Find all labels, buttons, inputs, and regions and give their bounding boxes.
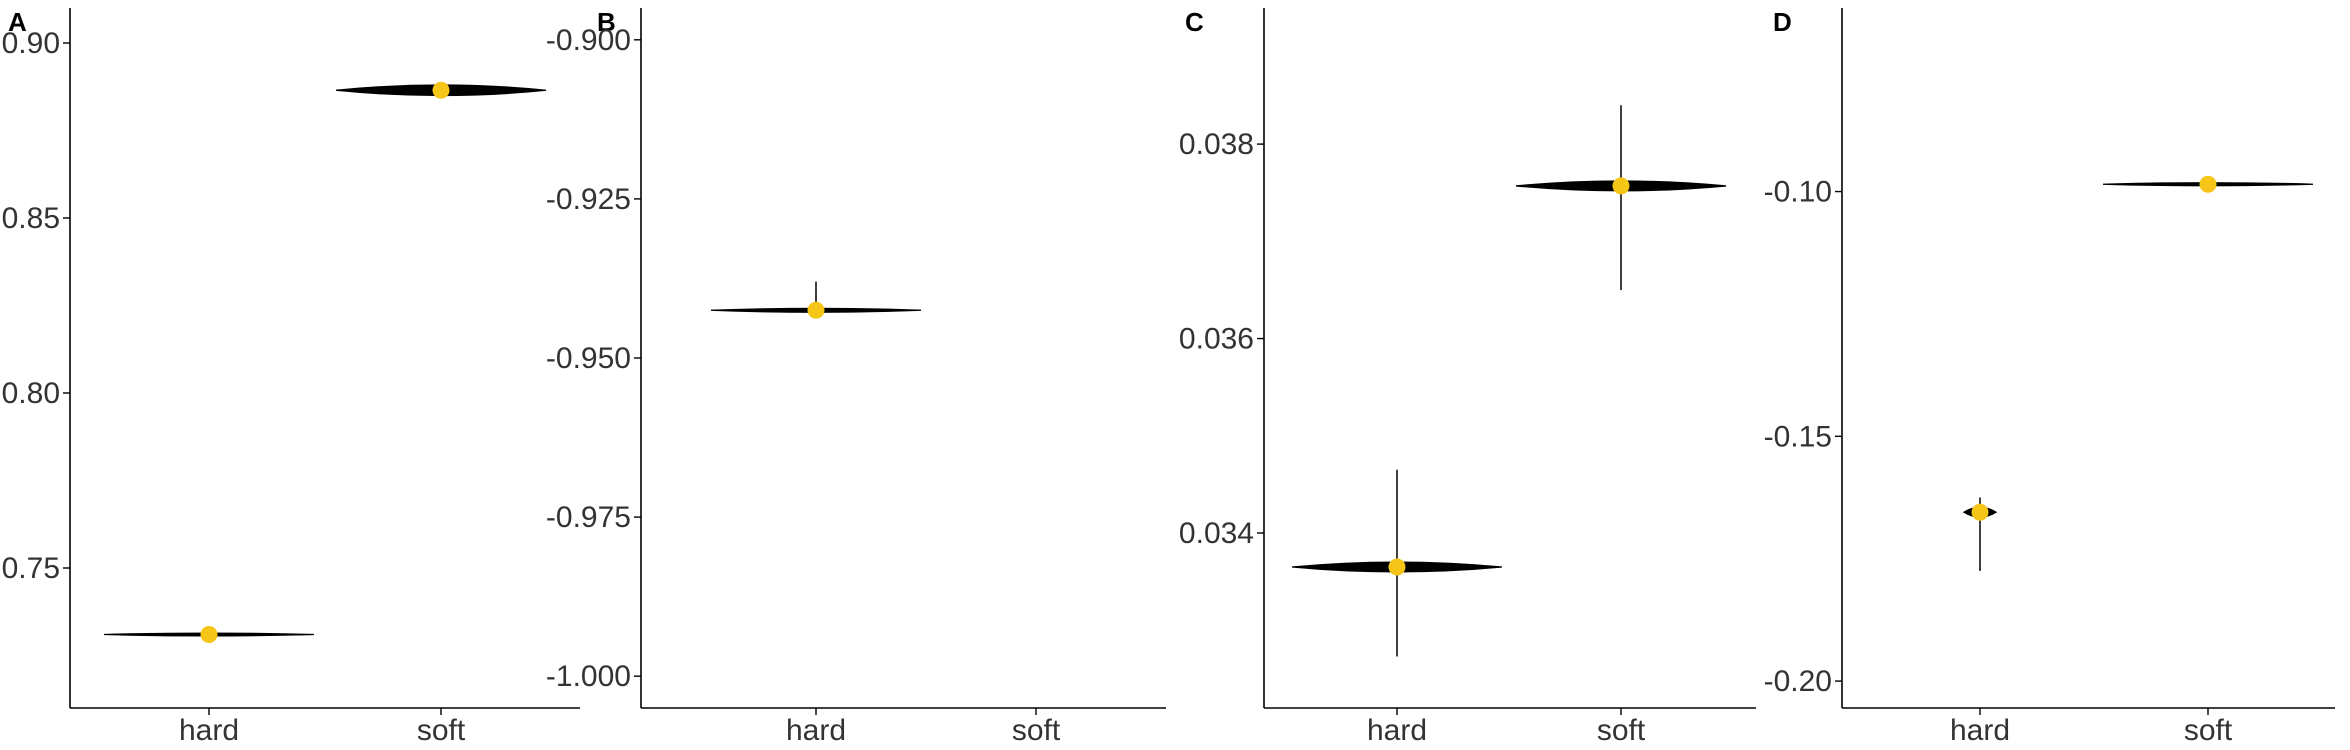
y-tick-label: -1.000 <box>546 660 631 693</box>
y-tick-label: -0.15 <box>1764 420 1832 453</box>
y-tick-label: -0.975 <box>546 501 631 534</box>
panel-letter: A <box>8 7 27 37</box>
y-tick-label: -0.900 <box>546 24 631 57</box>
x-tick-label-soft: soft <box>1597 714 1646 747</box>
mean-point-soft <box>2199 175 2217 193</box>
x-tick-label-soft: soft <box>1012 714 1061 747</box>
y-tick-label: 0.038 <box>1179 128 1254 161</box>
mean-point-soft <box>1612 177 1630 195</box>
x-tick-label-soft: soft <box>2184 714 2233 747</box>
y-tick-label: 0.85 <box>2 202 60 235</box>
y-tick-label: -0.950 <box>546 342 631 375</box>
panel-letter: D <box>1773 7 1792 37</box>
y-tick-label: 0.90 <box>2 27 60 60</box>
x-tick-label-hard: hard <box>1950 714 2010 747</box>
y-tick-label: 0.036 <box>1179 323 1254 356</box>
mean-point-hard <box>807 301 825 319</box>
panel-b: B -1.000 -0.975 -0.950 -0.925 -0.900 hard soft <box>546 7 1166 747</box>
y-tick-label: -0.10 <box>1764 176 1832 209</box>
panel-c: C 0.034 0.036 0.038 hard soft <box>1179 7 1756 747</box>
panel-letter: B <box>597 7 616 37</box>
x-tick-label-hard: hard <box>179 714 239 747</box>
x-tick-label-soft: soft <box>417 714 466 747</box>
panel-d: D -0.20 -0.15 -0.10 hard soft <box>1764 7 2335 747</box>
y-tick-label: -0.20 <box>1764 665 1832 698</box>
y-tick-label: 0.75 <box>2 552 60 585</box>
panel-a: A 0.75 0.80 0.85 0.90 hard soft <box>2 7 580 747</box>
mean-point-soft <box>432 81 450 99</box>
panel-letter: C <box>1185 7 1204 37</box>
mean-point-hard <box>1971 503 1989 521</box>
x-tick-label-hard: hard <box>786 714 846 747</box>
y-tick-label: 0.80 <box>2 377 60 410</box>
y-tick-label: -0.925 <box>546 183 631 216</box>
mean-point-hard <box>1388 558 1406 576</box>
x-tick-label-hard: hard <box>1367 714 1427 747</box>
y-tick-label: 0.034 <box>1179 517 1254 550</box>
mean-point-hard <box>200 626 218 643</box>
